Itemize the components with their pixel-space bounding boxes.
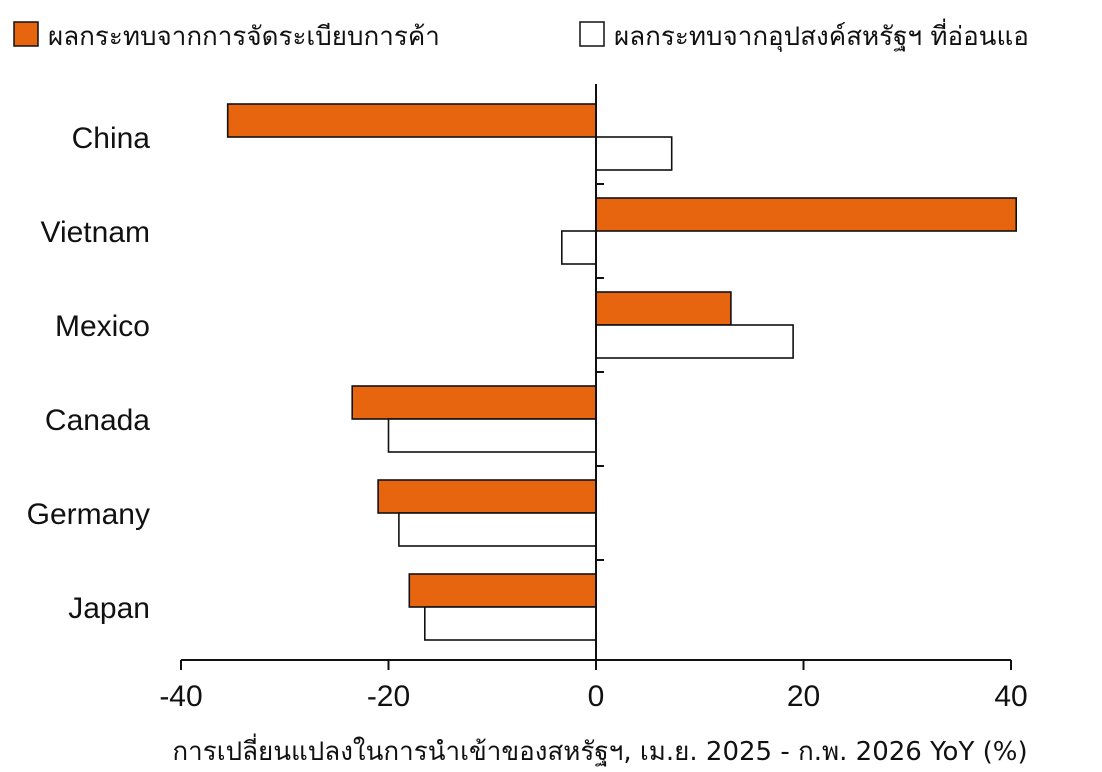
bar-japan-series-1: [408, 573, 597, 608]
category-label-germany: Germany: [27, 498, 150, 531]
category-label-mexico: Mexico: [55, 310, 150, 343]
bar-germany-series-1: [377, 479, 597, 514]
x-tick-label: 40: [994, 680, 1027, 713]
x-tick-label: 0: [588, 680, 605, 713]
x-axis-title: การเปลี่ยนแปลงในการนำเข้าของสหรัฐฯ, เม.ย…: [172, 733, 1027, 767]
legend-label-trade-realignment: ผลกระทบจากการจัดระเบียบการค้า: [48, 22, 440, 52]
bar-mexico-series-2: [595, 324, 794, 359]
legend-swatch-trade-realignment: [13, 21, 39, 47]
bar-canada-series-2: [387, 418, 597, 453]
category-label-vietnam: Vietnam: [40, 216, 150, 249]
axes: -40 -20 0 20 40: [159, 84, 1028, 713]
bar-china-series-1: [226, 103, 597, 138]
category-label-china: China: [72, 122, 151, 155]
x-tick-label: -20: [367, 680, 410, 713]
category-label-canada: Canada: [45, 404, 150, 437]
category-label-japan: Japan: [68, 592, 150, 625]
bar-china-series-2: [595, 136, 673, 171]
x-tick-label: 20: [787, 680, 820, 713]
legend: ผลกระทบจากการจัดระเบียบการค้า ผลกระทบจาก…: [13, 18, 1029, 52]
bar-mexico-series-1: [595, 291, 732, 326]
legend-label-weak-us-demand: ผลกระทบจากอุปสงค์สหรัฐฯ ที่อ่อนแอ: [614, 18, 1029, 52]
bar-canada-series-1: [351, 385, 597, 420]
x-tick-label: -40: [159, 680, 202, 713]
bar-japan-series-2: [423, 606, 597, 641]
category-labels: China Vietnam Mexico Canada Germany Japan: [27, 122, 151, 625]
bar-vietnam-series-2: [560, 230, 597, 265]
bar-germany-series-2: [398, 512, 597, 547]
bars: [226, 103, 1018, 641]
legend-swatch-weak-us-demand: [579, 21, 605, 47]
bar-vietnam-series-1: [595, 197, 1018, 232]
